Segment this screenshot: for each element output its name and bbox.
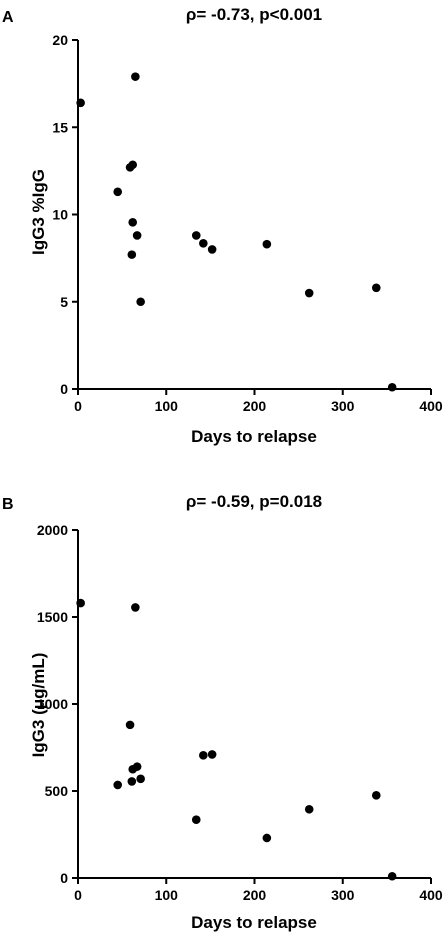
data-point — [371, 791, 381, 800]
data-point — [304, 288, 314, 298]
data-point — [127, 777, 137, 786]
y-tick-label: 20 — [52, 32, 68, 48]
data-point — [387, 871, 397, 881]
x-tick-label: 100 — [155, 887, 179, 903]
data-point — [131, 603, 140, 612]
data-point — [128, 218, 138, 227]
data-point — [191, 231, 201, 240]
data-point — [128, 160, 138, 170]
data-point — [76, 98, 85, 108]
x-axis-label: Days to relapse — [191, 427, 317, 446]
y-tick-label: 0 — [60, 870, 68, 886]
data-points — [76, 598, 397, 881]
y-tick-label: 1500 — [37, 609, 68, 625]
data-point — [131, 72, 140, 81]
data-point — [136, 774, 145, 784]
data-point — [387, 382, 397, 392]
ticks: 0 100 200 300 400 0 500 1000 1500 2000 — [37, 522, 443, 903]
x-tick-label: 200 — [243, 887, 267, 903]
axes — [77, 530, 431, 879]
panel-a: A ρ= -0.73, p<0.001 IgG3 %IgG Days to re… — [2, 5, 443, 446]
y-tick-label: 15 — [52, 119, 68, 135]
x-tick-label: 300 — [331, 398, 355, 414]
data-points — [76, 72, 397, 392]
y-tick-label: 1000 — [37, 696, 68, 712]
x-tick-label: 400 — [419, 398, 443, 414]
y-tick-label: 5 — [60, 294, 68, 310]
x-tick-label: 200 — [243, 398, 267, 414]
data-point — [136, 297, 145, 307]
data-point — [125, 720, 135, 730]
x-tick-label: 0 — [74, 887, 82, 903]
x-tick-label: 400 — [419, 887, 443, 903]
x-tick-label: 300 — [331, 887, 355, 903]
ticks: 0 100 200 300 400 0 5 10 15 20 — [52, 32, 442, 414]
data-point — [132, 762, 142, 771]
y-tick-label: 500 — [45, 783, 69, 799]
y-tick-label: 0 — [60, 381, 68, 397]
chart-title: ρ= -0.59, p=0.018 — [186, 492, 322, 511]
panel-label: B — [2, 496, 14, 513]
y-axis-label: IgG3 %IgG — [29, 169, 48, 255]
data-point — [199, 238, 208, 248]
y-tick-label: 10 — [52, 207, 68, 223]
data-point — [371, 283, 381, 293]
data-point — [199, 751, 208, 760]
data-point — [262, 833, 272, 843]
axes — [77, 40, 431, 390]
data-point — [207, 750, 217, 759]
panel-label: A — [2, 9, 14, 26]
data-point — [207, 245, 217, 254]
panel-b: B ρ= -0.59, p=0.018 IgG3 (μg/mL) Days to… — [2, 492, 443, 932]
data-point — [304, 804, 314, 814]
y-tick-label: 2000 — [37, 522, 68, 538]
x-tick-label: 0 — [74, 398, 82, 414]
x-axis-label: Days to relapse — [191, 913, 317, 932]
x-tick-label: 100 — [155, 398, 179, 414]
data-point — [132, 231, 142, 240]
data-point — [113, 187, 123, 197]
data-point — [262, 239, 272, 249]
y-axis-label: IgG3 (μg/mL) — [29, 653, 48, 758]
data-point — [191, 815, 201, 825]
data-point — [113, 780, 123, 790]
data-point — [76, 598, 85, 608]
chart-title: ρ= -0.73, p<0.001 — [186, 5, 322, 24]
data-point — [127, 250, 137, 259]
